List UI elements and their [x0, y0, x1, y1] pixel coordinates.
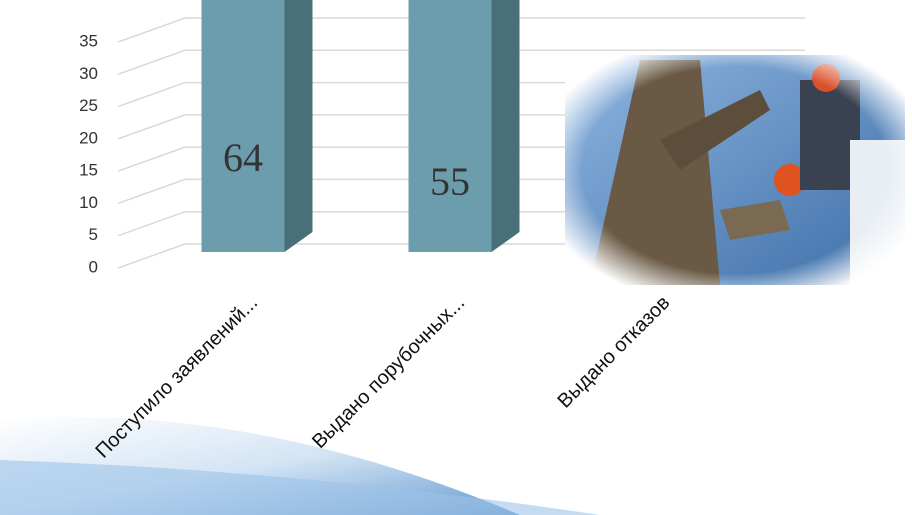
y-tick-label: 35	[79, 31, 98, 50]
photo	[565, 55, 905, 285]
y-tick-label: 0	[89, 257, 98, 276]
bar	[408, 0, 520, 252]
bar-side	[284, 0, 313, 252]
y-tick-label: 25	[79, 96, 98, 115]
background-swoosh	[0, 460, 600, 515]
bar	[201, 0, 313, 252]
y-tick-label: 5	[89, 225, 98, 244]
y-tick-label: 30	[79, 64, 98, 83]
y-tick-label: 15	[79, 161, 98, 180]
bar-front	[408, 0, 492, 252]
bar-side	[491, 0, 520, 252]
x-tick-label: Выдано отказов	[553, 292, 674, 413]
y-tick-label: 20	[79, 128, 98, 147]
data-label: 64	[223, 135, 263, 180]
data-label: 55	[430, 159, 470, 204]
y-tick-label: 10	[79, 193, 98, 212]
x-tick-label: Выдано порубочных...	[308, 292, 469, 453]
bar-front	[201, 0, 285, 252]
bars	[201, 0, 520, 252]
grid-line	[117, 49, 805, 75]
grid-line	[117, 17, 805, 43]
